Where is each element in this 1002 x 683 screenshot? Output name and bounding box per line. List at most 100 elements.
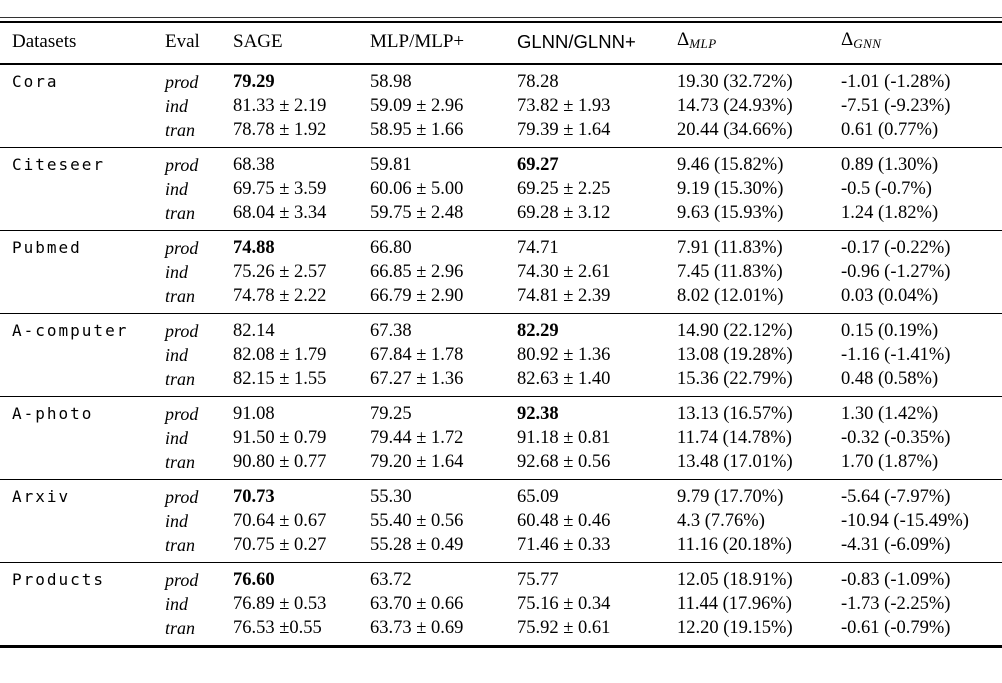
cell-glnn: 65.09	[517, 487, 559, 507]
cell-glnn: 91.18 ± 0.81	[517, 428, 611, 448]
cell-sage: 82.08 ± 1.79	[233, 345, 327, 365]
cell-glnn: 82.63 ± 1.40	[517, 369, 611, 389]
eval-mode: ind	[165, 428, 189, 448]
cell-mlp: 79.44 ± 1.72	[370, 428, 464, 448]
table-row: tran 78.78 ± 1.92 58.95 ± 1.66 79.39 ± 1.64…	[0, 118, 1002, 148]
cell-mlp: 60.06 ± 5.00	[370, 179, 464, 199]
cell-delta-mlp: 20.44 (34.66%)	[677, 120, 793, 140]
table-row: ind 76.89 ± 0.53 63.70 ± 0.66 75.16 ± 0.34 1…	[0, 592, 1002, 616]
cell-delta-mlp: 9.46 (15.82%)	[677, 155, 784, 175]
eval-mode: tran	[165, 452, 196, 472]
eval-mode: tran	[165, 535, 196, 555]
cell-sage: 76.89 ± 0.53	[233, 594, 327, 614]
cell-sage: 70.64 ± 0.67	[233, 511, 327, 531]
cell-delta-gnn: 0.15 (0.19%)	[841, 321, 939, 341]
eval-mode: prod	[165, 155, 199, 175]
cell-delta-gnn: 0.48 (0.58%)	[841, 369, 939, 389]
eval-mode: tran	[165, 120, 196, 140]
dataset-name: Arxiv	[12, 487, 71, 506]
cell-delta-mlp: 15.36 (22.79%)	[677, 369, 793, 389]
column-header-label: SAGE	[233, 31, 283, 52]
dataset-group-pubmed: Pubmed prod 74.88 66.80 74.71 7.91 (11.83%) -0…	[0, 231, 1002, 314]
cell-mlp: 66.80	[370, 238, 412, 258]
eval-mode: ind	[165, 96, 189, 116]
table-row: ind 70.64 ± 0.67 55.40 ± 0.56 60.48 ± 0.46 4…	[0, 509, 1002, 533]
cell-glnn: 74.30 ± 2.61	[517, 262, 611, 282]
table-row: ind 81.33 ± 2.19 59.09 ± 2.96 73.82 ± 1.93 1…	[0, 94, 1002, 118]
table-row: tran 68.04 ± 3.34 59.75 ± 2.48 69.28 ± 3.12…	[0, 201, 1002, 231]
cell-delta-mlp: 8.02 (12.01%)	[677, 286, 784, 306]
cell-delta-gnn: -0.32 (-0.35%)	[841, 428, 951, 448]
cell-mlp: 79.25	[370, 404, 412, 424]
dataset-name: Cora	[12, 72, 59, 91]
cell-mlp: 55.28 ± 0.49	[370, 535, 464, 555]
cell-glnn: 92.68 ± 0.56	[517, 452, 611, 472]
cell-delta-gnn: 0.61 (0.77%)	[841, 120, 939, 140]
dataset-group-products: Products prod 76.60 63.72 75.77 12.05 (18.91%…	[0, 563, 1002, 647]
table-row: tran 82.15 ± 1.55 67.27 ± 1.36 82.63 ± 1.40…	[0, 367, 1002, 397]
table-row: tran 74.78 ± 2.22 66.79 ± 2.90 74.81 ± 2.39…	[0, 284, 1002, 314]
delta-symbol: Δ	[677, 29, 690, 50]
cell-delta-gnn: -0.5 (-0.7%)	[841, 179, 932, 199]
column-header-delta-gnn: ΔGNN	[836, 23, 1002, 65]
cell-glnn: 75.77	[517, 570, 559, 590]
cell-sage: 91.08	[233, 404, 275, 424]
dataset-name: Pubmed	[12, 238, 82, 257]
delta-symbol: Δ	[841, 29, 854, 50]
cell-delta-mlp: 13.08 (19.28%)	[677, 345, 793, 365]
cell-delta-mlp: 9.79 (17.70%)	[677, 487, 784, 507]
cell-glnn: 75.16 ± 0.34	[517, 594, 611, 614]
dataset-name: Citeseer	[12, 155, 106, 174]
cell-delta-gnn: 1.70 (1.87%)	[841, 452, 939, 472]
cell-glnn: 74.81 ± 2.39	[517, 286, 611, 306]
cell-mlp: 59.09 ± 2.96	[370, 96, 464, 116]
table-top-rule-thin	[0, 17, 1002, 18]
eval-mode: prod	[165, 570, 199, 590]
table-top-rule-thick	[0, 21, 1002, 23]
table-row: Arxiv prod 70.73 55.30 65.09 9.79 (17.70%) -5.…	[0, 480, 1002, 510]
header-row: Datasets Eval SAGE MLP/MLP+ GLNN/GLNN+ Δ…	[0, 23, 1002, 65]
cell-sage: 90.80 ± 0.77	[233, 452, 327, 472]
cell-glnn: 69.27	[517, 155, 559, 175]
delta-subscript: GNN	[853, 36, 882, 51]
eval-mode: tran	[165, 203, 196, 223]
dataset-name: A-photo	[12, 404, 94, 423]
cell-delta-gnn: 0.03 (0.04%)	[841, 286, 939, 306]
column-header-datasets: Datasets	[0, 23, 160, 65]
column-header-label: Datasets	[12, 31, 77, 52]
cell-delta-mlp: 7.45 (11.83%)	[677, 262, 783, 282]
column-header-sage: SAGE	[228, 23, 365, 65]
cell-delta-mlp: 14.90 (22.12%)	[677, 321, 793, 341]
cell-mlp: 58.98	[370, 72, 412, 92]
cell-glnn: 69.28 ± 3.12	[517, 203, 611, 223]
column-header-label: MLP/MLP+	[370, 31, 465, 52]
results-table: Datasets Eval SAGE MLP/MLP+ GLNN/GLNN+ Δ…	[0, 23, 1002, 648]
cell-delta-gnn: -4.31 (-6.09%)	[841, 535, 951, 555]
cell-delta-gnn: -5.64 (-7.97%)	[841, 487, 951, 507]
cell-mlp: 63.72	[370, 570, 412, 590]
column-header-eval: Eval	[160, 23, 228, 65]
cell-mlp: 67.27 ± 1.36	[370, 369, 464, 389]
cell-delta-mlp: 13.48 (17.01%)	[677, 452, 793, 472]
cell-glnn: 73.82 ± 1.93	[517, 96, 611, 116]
cell-delta-gnn: 0.89 (1.30%)	[841, 155, 939, 175]
eval-mode: prod	[165, 238, 199, 258]
cell-sage: 74.78 ± 2.22	[233, 286, 327, 306]
eval-mode: tran	[165, 369, 196, 389]
cell-sage: 79.29	[233, 72, 275, 92]
cell-sage: 68.38	[233, 155, 275, 175]
cell-delta-gnn: -7.51 (-9.23%)	[841, 96, 951, 116]
cell-sage: 68.04 ± 3.34	[233, 203, 327, 223]
cell-delta-mlp: 12.20 (19.15%)	[677, 618, 793, 638]
cell-sage: 76.53 ±0.55	[233, 618, 322, 638]
cell-delta-mlp: 7.91 (11.83%)	[677, 238, 783, 258]
column-header-glnn: GLNN/GLNN+	[512, 23, 672, 65]
table-row: Citeseer prod 68.38 59.81 69.27 9.46 (15.82%)…	[0, 148, 1002, 178]
column-header-delta-mlp: ΔMLP	[672, 23, 836, 65]
cell-glnn: 71.46 ± 0.33	[517, 535, 611, 555]
column-header-label: Eval	[165, 31, 200, 52]
eval-mode: ind	[165, 179, 189, 199]
cell-sage: 70.73	[233, 487, 275, 507]
cell-delta-mlp: 9.19 (15.30%)	[677, 179, 784, 199]
cell-delta-gnn: -0.61 (-0.79%)	[841, 618, 951, 638]
